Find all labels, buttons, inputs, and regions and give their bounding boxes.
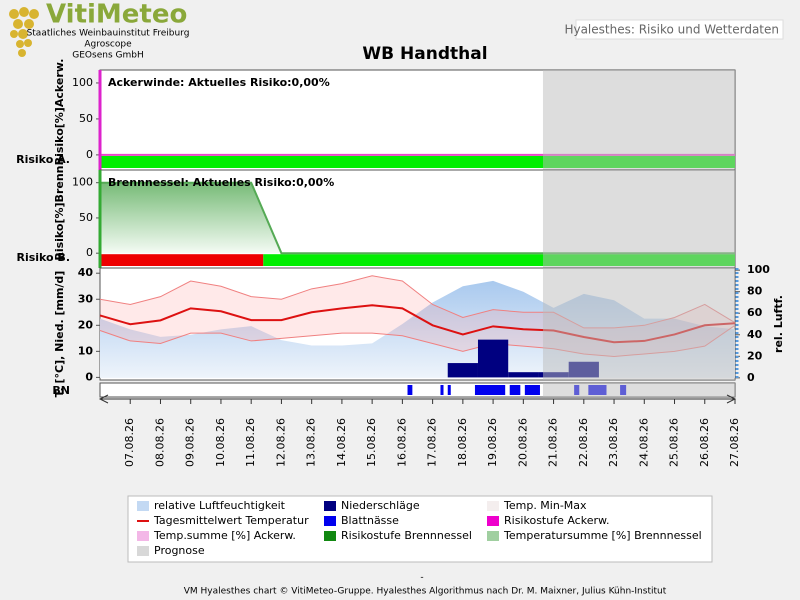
x-tick-label: 19.08.26 [486,418,499,467]
leaf-wetness [407,385,413,395]
x-tick-label: 27.08.26 [728,418,741,467]
legend-symbol [137,546,149,556]
y2-tick-label: 100 [747,263,770,276]
y-tick-label: 0 [85,370,93,383]
risk-label: Risiko B. [16,251,70,264]
legend-symbol [487,516,499,526]
institution: GEOsens GmbH [72,51,143,61]
legend-box [127,495,713,563]
legend-symbol [487,531,499,541]
leaf-wetness-label: BN [52,384,70,397]
risk-level [100,254,264,266]
x-tick-label: 22.08.26 [577,418,590,467]
annotation: Brennnessel: Aktuelles Risiko:0,00% [108,176,334,189]
x-tick-label: 20.08.26 [516,418,529,467]
legend-label: Temperatursumme [%] Brennnessel [503,529,702,542]
precipitation-bar [508,372,539,378]
x-tick-label: 18.08.26 [456,418,469,467]
prognosis [542,268,735,380]
x-tick-label: 10.08.26 [214,418,227,467]
prognosis [542,383,735,397]
legend-label: Niederschläge [341,499,420,512]
area [100,182,735,254]
leaf-wetness [474,385,506,395]
prognosis [542,170,735,268]
leaf-wetness [447,385,451,395]
x-tick-label: 16.08.26 [395,418,408,467]
y-axis-label: T. [°C], Nied. [mm/d] [53,271,66,398]
x-tick-label: 26.08.26 [698,418,711,467]
y2-tick-label: 80 [747,285,763,298]
y-tick-label: 20 [78,318,94,331]
x-tick-label: 17.08.26 [426,418,439,467]
legend-symbol [324,516,336,526]
legend-label: Blattnässe [341,514,399,527]
y2-tick-label: 0 [747,371,755,384]
logo-text: VitiMeteo [46,0,187,30]
x-tick-label: 15.08.26 [365,418,378,467]
annotation: Ackerwinde: Aktuelles Risiko:0,00% [108,76,330,89]
leaf-wetness [524,385,540,395]
y2-tick-label: 40 [747,328,763,341]
legend-symbol [487,501,499,511]
institution: Agroscope [84,40,132,50]
prognosis [542,70,735,170]
y-tick-label: 40 [78,266,94,279]
x-tick-label: 14.08.26 [335,418,348,467]
line [100,181,735,255]
y-tick-label: 100 [72,176,93,189]
y-tick-label: 0 [86,148,93,161]
x-tick-label: 24.08.26 [637,418,650,467]
y-tick-label: 10 [78,344,94,357]
legend-label: Risikostufe Brennnessel [341,529,472,542]
institution: Staatliches Weinbauinstitut Freiburg [27,29,190,39]
x-tick-label: 12.08.26 [274,418,287,467]
legend-symbol [324,501,336,511]
legend: relative Luftfeuchtigkeit Niederschläge Te… [137,499,702,557]
x-tick-label: 25.08.26 [668,418,681,467]
legend-label: Prognose [154,544,205,557]
legend-label: Temp.summe [%] Ackerw. [153,529,296,542]
x-tick-label: 09.08.26 [184,418,197,467]
y-axis-label: Risiko[%]Ackerw. [53,59,66,166]
risk-label: Risiko A. [16,153,70,166]
x-tick-label: 08.08.26 [153,418,166,467]
leaf-wetness [509,385,521,395]
y-tick-label: 50 [79,211,93,224]
y2-tick-label: 20 [747,349,763,362]
legend-label: Temp. Min-Max [503,499,587,512]
x-tick-label: 13.08.26 [305,418,318,467]
legend-symbol [137,501,149,511]
precipitation-bar [477,339,509,378]
chart-title: WB Handthal [362,44,487,64]
x-tick-label: 21.08.26 [547,418,560,467]
legend-label: Tagesmittelwert Temperatur [153,514,309,527]
tab-label[interactable]: Hyalesthes: Risiko und Wetterdaten [564,23,779,37]
logo-grapes [9,7,39,57]
y2-axis-label: rel. Luftf. [772,295,785,353]
x-tick-label: 23.08.26 [607,418,620,467]
y-tick-label: 100 [72,76,93,89]
legend-symbol [324,531,336,541]
y2-tick-label: 60 [747,306,763,319]
legend-label: Risikostufe Ackerw. [504,514,609,527]
legend-label: relative Luftfeuchtigkeit [154,499,286,512]
x-tick-label: 07.08.26 [123,418,136,467]
leaf-wetness [440,385,444,395]
footer-dash: - [420,573,423,583]
footer-credit: VM Hyalesthes chart © VitiMeteo-Gruppe. … [184,587,667,597]
x-tick-label: 11.08.26 [244,418,257,467]
y-tick-label: 30 [78,292,94,305]
legend-symbol [137,531,149,541]
tab[interactable] [575,19,784,40]
y-tick-label: 50 [79,112,93,125]
y-axis-label: Risiko[%]Brenn. [53,161,66,260]
risk-level [263,254,735,266]
y-tick-label: 0 [86,246,93,259]
precipitation-bar [447,363,478,378]
